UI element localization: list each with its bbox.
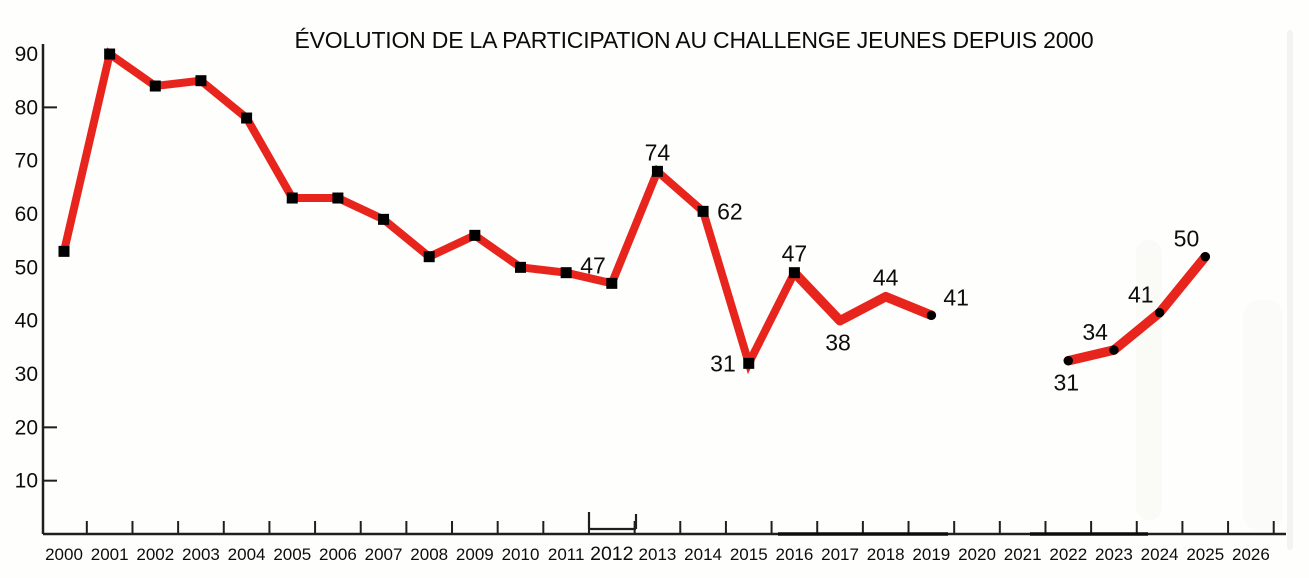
data-point-2022 xyxy=(1063,355,1074,366)
x-axis-label-2003: 2003 xyxy=(182,545,220,564)
x-axis-label-2005: 2005 xyxy=(273,545,311,564)
y-tick-label-50: 50 xyxy=(15,256,38,279)
x-axis-label-2009: 2009 xyxy=(456,545,494,564)
x-axis-label-2026: 2026 xyxy=(1232,545,1270,564)
y-tick-label-10: 10 xyxy=(15,470,38,493)
value-label-2017: 38 xyxy=(825,330,851,356)
x-axis-label-2023: 2023 xyxy=(1095,545,1133,564)
x-axis-label-2007: 2007 xyxy=(365,545,403,564)
x-axis-label-2010: 2010 xyxy=(502,545,540,564)
data-point-2008 xyxy=(423,251,435,263)
data-point-2016 xyxy=(788,267,800,279)
x-axis-label-2013: 2013 xyxy=(639,545,677,564)
x-axis-label-2011: 2011 xyxy=(548,545,585,564)
chart-title: ÉVOLUTION DE LA PARTICIPATION AU CHALLEN… xyxy=(294,27,1094,53)
data-point-2007 xyxy=(378,213,390,225)
data-point-2002 xyxy=(149,80,161,92)
data-point-2010 xyxy=(515,261,526,273)
value-label-2022: 31 xyxy=(1054,370,1080,396)
value-label-2014: 62 xyxy=(717,198,743,224)
x-axis-label-2025: 2025 xyxy=(1186,545,1224,564)
data-point-2005 xyxy=(286,192,298,204)
x-axis-label-2000: 2000 xyxy=(45,545,83,564)
x-axis-label-2006: 2006 xyxy=(319,545,357,564)
y-tick-label-20: 20 xyxy=(15,416,38,439)
data-point-2000 xyxy=(58,245,70,257)
value-label-2012: 47 xyxy=(580,252,606,278)
data-point-2024 xyxy=(1154,307,1165,318)
value-label-2018: 44 xyxy=(873,265,899,291)
x-axis-label-2016: 2016 xyxy=(775,545,813,564)
x-axis-label-2008: 2008 xyxy=(410,545,448,564)
value-label-2025: 50 xyxy=(1174,226,1200,252)
y-tick-label-40: 40 xyxy=(15,310,38,333)
scan-artifact xyxy=(1243,300,1283,530)
x-axis-label-2022: 2022 xyxy=(1049,545,1087,564)
data-point-2011 xyxy=(560,267,572,279)
data-point-2006 xyxy=(332,192,344,204)
value-label-2019: 41 xyxy=(943,284,969,310)
y-tick-label-60: 60 xyxy=(15,203,38,226)
x-axis-label-2015: 2015 xyxy=(730,545,768,564)
series-participation-2000-2019-line xyxy=(60,47,798,375)
x-axis-label-2019: 2019 xyxy=(912,545,950,564)
x-axis-label-2004: 2004 xyxy=(228,545,266,564)
data-point-2001 xyxy=(104,48,116,60)
x-axis-label-2017: 2017 xyxy=(821,545,859,564)
y-tick-label-80: 80 xyxy=(15,96,38,119)
value-label-2023: 34 xyxy=(1082,319,1108,345)
data-point-2023 xyxy=(1109,345,1119,355)
x-axis-label-2014: 2014 xyxy=(684,545,722,564)
y-tick-label-30: 30 xyxy=(15,363,38,386)
scan-artifact xyxy=(1287,30,1293,550)
series-participation-2000-2019-overdrawn-line xyxy=(789,267,937,326)
data-point-2025 xyxy=(1200,251,1210,262)
data-point-2004 xyxy=(241,112,253,124)
series-participation-2022-2025-line xyxy=(1063,251,1211,366)
data-point-2015 xyxy=(743,357,755,369)
data-point-2013 xyxy=(651,165,663,177)
value-label-2013: 74 xyxy=(645,139,671,165)
data-point-2012 xyxy=(606,277,618,289)
y-tick-label-70: 70 xyxy=(15,150,38,173)
value-label-2016: 47 xyxy=(782,241,808,267)
y-tick-label-90: 90 xyxy=(15,43,38,66)
x-axis-label-2012: 2012 xyxy=(590,543,633,565)
x-axis-label-2021: 2021 xyxy=(1004,545,1042,564)
value-label-2015: 31 xyxy=(710,350,736,376)
x-axis-label-2018: 2018 xyxy=(867,545,905,564)
data-point-2003 xyxy=(195,75,207,87)
data-point-2009 xyxy=(469,229,481,241)
x-axis-label-2024: 2024 xyxy=(1141,545,1179,564)
x-axis-label-2002: 2002 xyxy=(136,545,174,564)
value-label-2024: 41 xyxy=(1128,282,1154,308)
data-point-2014 xyxy=(697,205,709,217)
x-axis-label-2020: 2020 xyxy=(958,545,996,564)
x-axis-label-2001: 2001 xyxy=(91,545,129,564)
data-point-2019 xyxy=(926,310,937,321)
